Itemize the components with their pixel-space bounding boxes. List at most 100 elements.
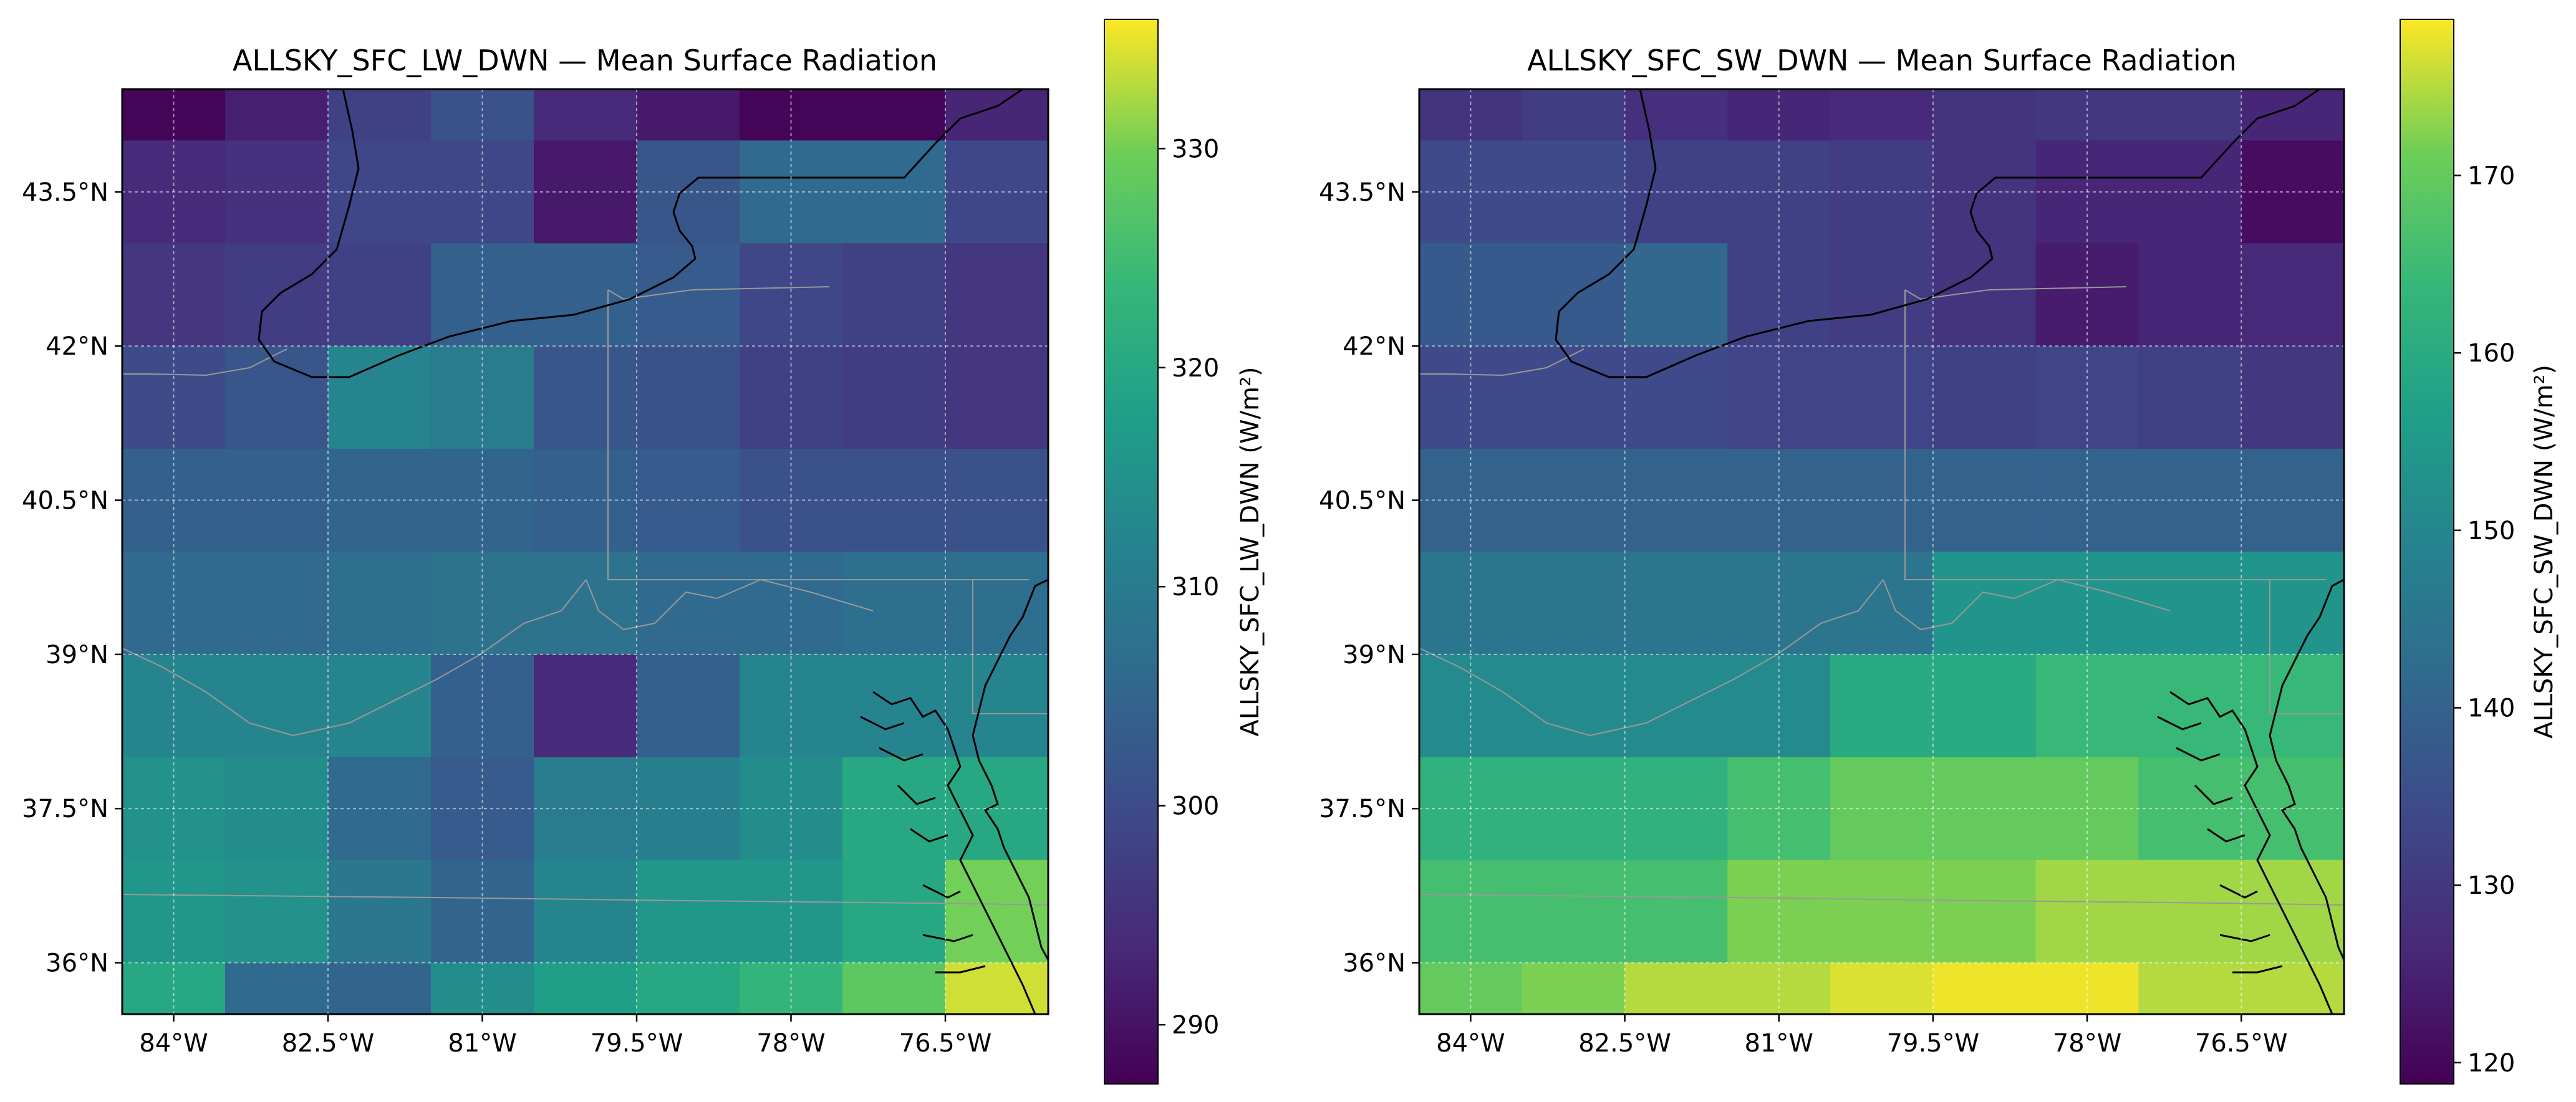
lw-heatmap-cell <box>225 552 329 655</box>
lw-heatmap-cell <box>328 654 432 758</box>
sw-y-tick-label: 37.5°N <box>1319 795 1406 823</box>
lw-heatmap-cell <box>534 654 637 758</box>
lw-heatmap-cell <box>637 552 740 655</box>
sw-heatmap-cell <box>1932 552 2037 655</box>
sw-heatmap-cell <box>2241 654 2345 758</box>
lw-heatmap-cell <box>945 243 1049 347</box>
sw-heatmap-cell <box>2241 89 2345 141</box>
sw-heatmap-cell <box>2138 346 2242 449</box>
lw-heatmap-cell <box>637 140 740 244</box>
sw-heatmap-cell <box>1522 860 1626 964</box>
lw-heatmap-cell <box>225 962 329 1015</box>
sw-heatmap-cell <box>1932 346 2037 449</box>
sw-chart-title: ALLSKY_SFC_SW_DWN — Mean Surface Radiati… <box>1527 44 2237 77</box>
sw-colorbar-ticks: 120 130 140 150 160 170 <box>2454 162 2515 1078</box>
sw-colorbar-tick-label: 130 <box>2467 871 2515 900</box>
lw-colorbar-tick-label: 300 <box>1172 792 1219 821</box>
lw-heatmap-cell <box>945 654 1049 758</box>
sw-heatmap-cell <box>1830 89 1934 141</box>
sw-heatmap-cell <box>1522 552 1626 655</box>
lw-chart-title: ALLSKY_SFC_LW_DWN — Mean Surface Radiati… <box>233 44 937 77</box>
sw-heatmap-cell <box>2241 860 2345 964</box>
lw-heatmap-cell <box>842 962 946 1015</box>
lw-plot-frame <box>121 88 1049 1015</box>
lw-heatmap-cell <box>842 89 946 141</box>
lw-heatmap-cell <box>637 860 740 964</box>
lw-bay-coastline <box>860 578 1048 1014</box>
sw-x-tick-label: 79.5°W <box>1887 1029 1980 1058</box>
lw-map-overlay <box>122 89 1048 1014</box>
sw-heatmap-cell <box>1624 552 1728 655</box>
lw-x-axis: 84°W 82.5°W 81°W 79.5°W 78°W 76.5°W <box>139 1014 991 1058</box>
lw-x-tick-label: 81°W <box>448 1029 516 1058</box>
lw-panel: ALLSKY_SFC_LW_DWN — Mean Surface Radiati… <box>22 19 1265 1085</box>
lw-colorbar-tick-label: 290 <box>1172 1011 1219 1040</box>
lw-heatmap-cell <box>534 346 637 449</box>
sw-y-tick-label: 42°N <box>1343 332 1406 361</box>
lw-lake-coastline <box>258 89 1023 378</box>
sw-panel: ALLSKY_SFC_SW_DWN — Mean Surface Radiati… <box>1319 19 2559 1085</box>
sw-x-tick-label: 82.5°W <box>1578 1029 1671 1058</box>
lw-heatmap-cell <box>842 449 946 552</box>
lw-heatmap-cell <box>328 89 432 141</box>
lw-colorbar-tick-label: 330 <box>1172 135 1219 163</box>
sw-heatmap-cell <box>1522 243 1626 347</box>
sw-y-axis: 36°N 37.5°N 39°N 40.5°N 42°N 43.5°N <box>1319 178 1419 978</box>
sw-colorbar-tick-label: 150 <box>2467 517 2515 545</box>
sw-heatmap-cell <box>1624 243 1728 347</box>
lw-heatmap-cell <box>637 757 740 861</box>
lw-heatmap-cell <box>328 346 432 449</box>
sw-heatmap-cell <box>1932 860 2037 964</box>
lw-heatmap-cell <box>945 860 1049 964</box>
sw-heatmap-cell <box>1522 962 1626 1015</box>
lw-colorbar-tick-label: 320 <box>1172 354 1219 383</box>
lw-heatmap-cell <box>945 552 1049 655</box>
lw-y-tick-label: 37.5°N <box>22 795 109 823</box>
sw-colorbar-tick-label: 140 <box>2467 694 2515 723</box>
lw-heatmap-cell <box>637 654 740 758</box>
sw-colorbar-tick-label: 170 <box>2467 162 2515 191</box>
lw-heatmap-cell <box>842 346 946 449</box>
sw-y-tick-label: 43.5°N <box>1319 178 1406 207</box>
sw-heatmap-cell <box>2138 243 2242 347</box>
lw-y-tick-label: 39°N <box>46 641 109 669</box>
sw-x-axis: 84°W 82.5°W 81°W 79.5°W 78°W 76.5°W <box>1436 1014 2288 1058</box>
sw-lake-coastline <box>1555 89 2320 378</box>
sw-y-tick-label: 40.5°N <box>1319 487 1406 515</box>
lw-heatmap-cell <box>225 140 329 244</box>
lw-y-tick-label: 40.5°N <box>22 487 109 515</box>
lw-heatmap-cells <box>122 89 1049 1015</box>
sw-heatmap-cell <box>2138 89 2242 141</box>
lw-y-axis: 36°N 37.5°N 39°N 40.5°N 42°N 43.5°N <box>22 178 122 978</box>
sw-heatmap-cell <box>1624 346 1728 449</box>
sw-heatmap-cells <box>1419 89 2345 1015</box>
sw-heatmap-cell <box>2241 243 2345 347</box>
sw-heatmap-cell <box>1522 449 1626 552</box>
sw-heatmap-cell <box>1932 654 2037 758</box>
sw-heatmap-cell <box>1830 860 1934 964</box>
lw-heatmap-cell <box>225 654 329 758</box>
sw-heatmap-cell <box>1932 962 2037 1015</box>
sw-x-tick-label: 84°W <box>1436 1029 1505 1058</box>
lw-colorbar <box>1104 19 1159 1085</box>
lw-heatmap-cell <box>637 89 740 141</box>
lw-colorbar-label: ALLSKY_SFC_LW_DWN (W/m²) <box>1236 367 1265 736</box>
lw-heatmap-cell <box>842 140 946 244</box>
lw-heatmap-cell <box>225 89 329 141</box>
sw-heatmap-cell <box>1624 654 1728 758</box>
sw-bay-coastline <box>2157 578 2344 1014</box>
lw-y-tick-label: 42°N <box>46 332 109 361</box>
sw-colorbar-tick-label: 160 <box>2467 339 2515 368</box>
sw-colorbar-tick-label: 120 <box>2467 1049 2515 1078</box>
sw-heatmap-cell <box>1522 654 1626 758</box>
sw-plot-frame <box>1418 88 2345 1015</box>
lw-heatmap-cell <box>637 346 740 449</box>
lw-heatmap-cell <box>534 962 637 1015</box>
lw-heatmap-cell <box>328 962 432 1015</box>
lw-y-tick-label: 36°N <box>46 949 109 978</box>
sw-y-tick-label: 39°N <box>1343 641 1406 669</box>
sw-colorbar-label: ALLSKY_SFC_SW_DWN (W/m²) <box>2530 365 2559 739</box>
sw-heatmap-cell <box>1830 962 1934 1015</box>
lw-x-tick-label: 84°W <box>139 1029 208 1058</box>
